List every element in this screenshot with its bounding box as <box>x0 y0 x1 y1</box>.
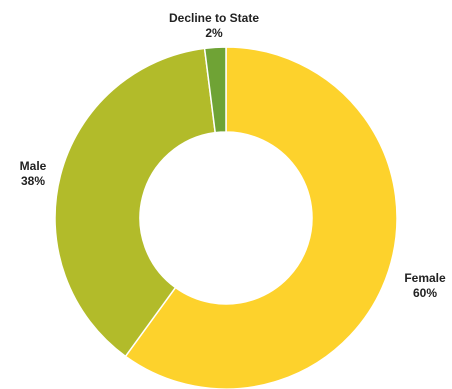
label-male-value: 38% <box>21 174 45 188</box>
donut-slices <box>54 46 398 389</box>
label-male-name: Male <box>20 159 47 173</box>
slice-female <box>124 46 398 389</box>
label-decline-name: Decline to State <box>169 11 259 25</box>
label-decline-value: 2% <box>205 26 223 40</box>
label-female-name: Female <box>404 271 446 285</box>
slice-decline-to-state <box>203 46 227 134</box>
label-female-value: 60% <box>413 286 437 300</box>
slice-male <box>54 47 217 358</box>
